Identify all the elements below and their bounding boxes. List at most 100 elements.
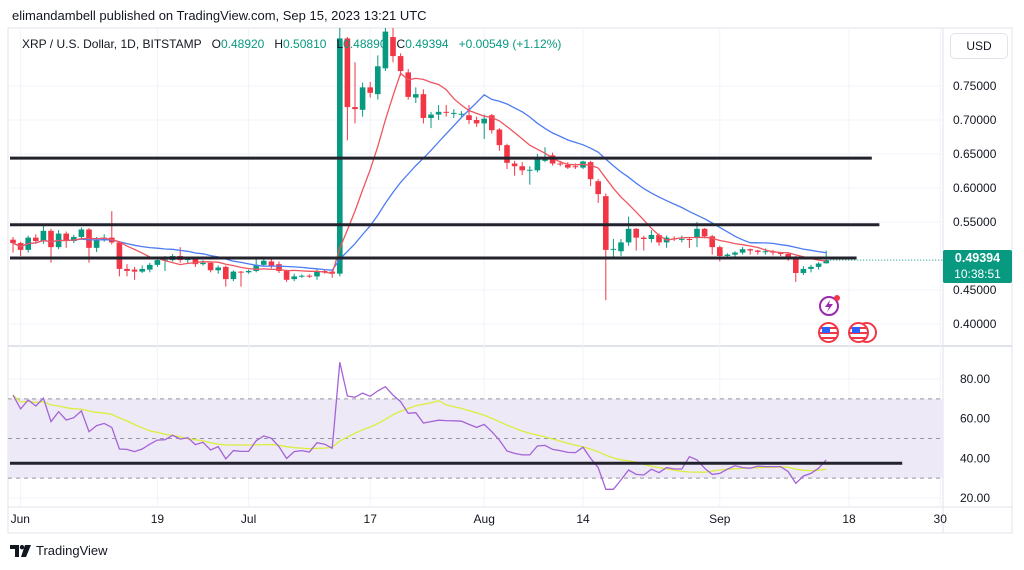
candle[interactable] [215,265,221,274]
candle[interactable] [633,228,639,251]
candle[interactable] [466,105,472,125]
candle-body [481,118,487,124]
candle[interactable] [618,239,624,256]
candle[interactable] [732,251,738,257]
candle-body [633,228,639,238]
candle[interactable] [33,234,39,244]
open-label: O [211,37,221,51]
candle[interactable] [793,256,799,282]
candle[interactable] [367,81,373,98]
candle[interactable] [701,228,708,239]
candle[interactable] [223,265,229,287]
candle[interactable] [755,249,761,255]
candle[interactable] [610,239,617,260]
candle[interactable] [641,235,647,251]
candle[interactable] [276,261,282,273]
candle[interactable] [268,259,275,269]
candle[interactable] [238,270,244,287]
rsi-moving-average-line [12,394,827,473]
price-pane[interactable] [10,0,943,301]
candle[interactable] [306,274,313,278]
candle[interactable] [283,269,290,282]
candle[interactable] [815,262,822,270]
candle[interactable] [428,111,434,129]
price-tick-label: 0.70000 [953,113,997,127]
candle[interactable] [663,235,670,248]
candle[interactable] [496,128,503,151]
time-tick-label: Jul [241,512,256,526]
candle[interactable] [200,260,206,266]
candle[interactable] [261,258,267,267]
axes: 0.75000 0.70000 0.65000 0.60000 0.55000 0.450… [11,79,997,526]
candle[interactable] [808,264,814,273]
candle[interactable] [451,109,457,118]
candle-body [496,129,503,146]
candle[interactable] [413,87,419,103]
candle[interactable] [55,230,62,250]
candle[interactable] [724,253,731,257]
candle[interactable] [595,179,601,203]
candle-body [732,252,738,255]
time-tick-label: 17 [364,512,378,526]
candle[interactable] [739,247,746,255]
candle[interactable] [230,270,237,282]
candle[interactable] [245,269,252,274]
candle[interactable] [648,230,655,243]
candle[interactable] [10,236,16,253]
candle[interactable] [344,37,351,141]
candle-body [724,254,731,256]
candle[interactable] [511,160,518,176]
currency-button[interactable]: USD [950,33,1008,59]
candle[interactable] [481,114,487,140]
candle[interactable] [17,241,24,256]
candle[interactable] [71,234,77,244]
candle[interactable] [359,82,366,117]
candle[interactable] [390,25,396,63]
candle-body [686,239,693,240]
candle-body [63,233,69,242]
candle[interactable] [405,69,411,100]
rsi-pane[interactable] [10,362,903,490]
candle[interactable] [147,262,153,273]
candle[interactable] [375,55,381,100]
candle[interactable] [443,105,449,117]
candle[interactable] [63,231,69,248]
candle-body [207,262,214,271]
candle[interactable] [397,53,404,76]
symbol-title[interactable]: XRP / U.S. Dollar, 1D, BITSTAMP [22,37,202,51]
candle[interactable] [686,236,693,248]
candle[interactable] [78,227,85,239]
candle[interactable] [747,248,753,255]
tradingview-logo[interactable]: TradingView [10,543,108,558]
candle-body [694,228,700,238]
candle[interactable] [603,193,609,301]
candle[interactable] [504,143,510,169]
candle-body [397,56,404,72]
candle-body [405,72,411,97]
candle[interactable] [207,261,214,273]
us-flag-event-icon[interactable] [818,322,839,343]
candle[interactable] [565,162,571,169]
candle-body [587,162,594,180]
candle[interactable] [625,216,632,246]
candle-body [306,275,313,277]
candle[interactable] [458,111,465,117]
candle[interactable] [473,116,480,127]
lightning-event-icon[interactable] [819,295,840,316]
candle[interactable] [139,265,145,273]
candle[interactable] [420,89,427,124]
candle[interactable] [519,162,525,176]
candle[interactable] [291,273,297,282]
candle[interactable] [299,274,305,278]
candle[interactable] [435,105,442,120]
us-flag-event-icon[interactable] [848,322,869,343]
candle[interactable] [382,4,389,72]
candle[interactable] [800,266,807,276]
candle[interactable] [131,266,138,280]
price-tick-label: 0.60000 [953,181,997,195]
candle[interactable] [527,166,533,185]
candle[interactable] [352,62,358,124]
candle[interactable] [124,264,130,277]
candle[interactable] [679,235,685,243]
